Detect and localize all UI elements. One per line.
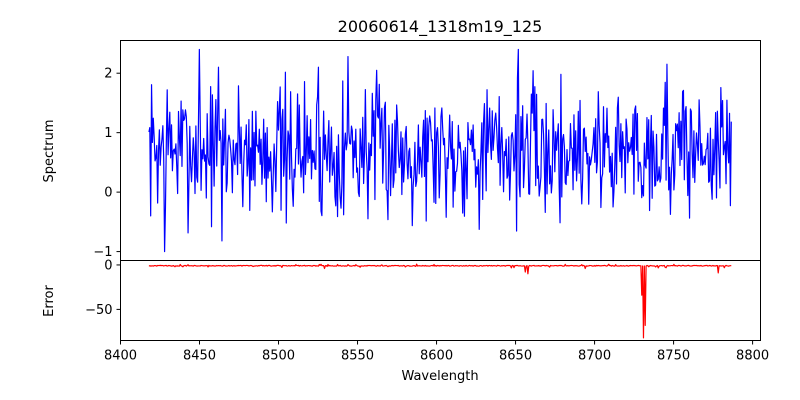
x-tick-label: 8500 [262,349,295,364]
x-tick-label: 8400 [104,349,137,364]
error-y-ticks: 0 −50 [85,258,121,318]
error-series-group [148,263,732,339]
x-tick-label: 8800 [736,349,769,364]
error-y-tick-label: −50 [85,303,112,318]
spectrum-y-tick-label: 1 [104,126,112,141]
error-y-axis-label: Error [42,285,57,317]
spectrum-y-tick-label: 2 [104,67,112,82]
x-ticks: 8400 8450 8500 8550 8600 8650 8700 8750 8800 [104,340,769,364]
spectrum-y-tick-label: −1 [93,245,112,260]
error-line [148,263,732,339]
spectrum-y-tick-label: 0 [104,186,112,201]
x-tick-label: 8550 [341,349,374,364]
spectrum-y-axis-label: Spectrum [42,120,57,183]
x-tick-label: 8650 [499,349,532,364]
spectrum-line [148,48,732,253]
error-plot-frame [120,260,761,341]
x-axis-label: Wavelength [401,369,478,384]
x-tick-label: 8700 [578,349,611,364]
spectrum-series-group [148,48,732,253]
x-tick-label: 8450 [183,349,216,364]
x-tick-label: 8750 [657,349,690,364]
x-tick-label: 8600 [420,349,453,364]
error-y-tick-label: 0 [104,258,112,273]
spectrum-y-ticks: −1 0 1 2 [93,67,121,260]
chart-title: 20060614_1318m19_125 [338,17,543,37]
